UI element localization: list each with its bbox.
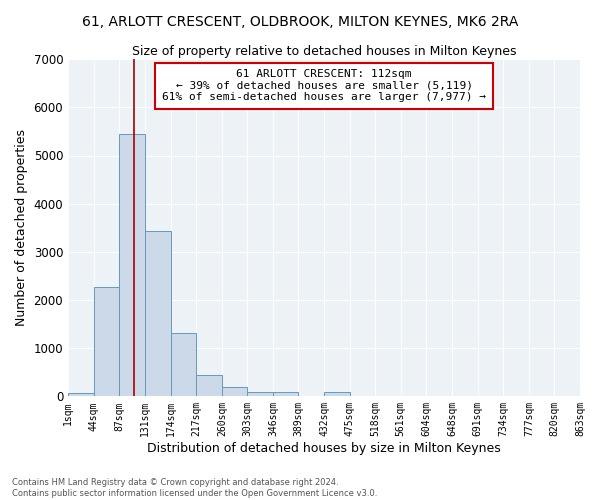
Bar (222, 386, 247, 396)
Text: 61 ARLOTT CRESCENT: 112sqm
← 39% of detached houses are smaller (5,119)
61% of s: 61 ARLOTT CRESCENT: 112sqm ← 39% of deta… (162, 70, 486, 102)
Bar (273, 392, 298, 396)
Bar (119, 134, 145, 396)
Bar (247, 392, 273, 396)
Text: 61, ARLOTT CRESCENT, OLDBROOK, MILTON KEYNES, MK6 2RA: 61, ARLOTT CRESCENT, OLDBROOK, MILTON KE… (82, 15, 518, 29)
X-axis label: Distribution of detached houses by size in Milton Keynes: Distribution of detached houses by size … (147, 442, 501, 455)
Bar (324, 392, 350, 396)
Title: Size of property relative to detached houses in Milton Keynes: Size of property relative to detached ho… (132, 45, 516, 58)
Y-axis label: Number of detached properties: Number of detached properties (15, 129, 28, 326)
Bar (94, 287, 119, 397)
Bar (68, 392, 94, 396)
Bar (196, 374, 222, 396)
Bar (171, 333, 196, 396)
Text: Contains HM Land Registry data © Crown copyright and database right 2024.
Contai: Contains HM Land Registry data © Crown c… (12, 478, 377, 498)
Bar (145, 231, 171, 396)
